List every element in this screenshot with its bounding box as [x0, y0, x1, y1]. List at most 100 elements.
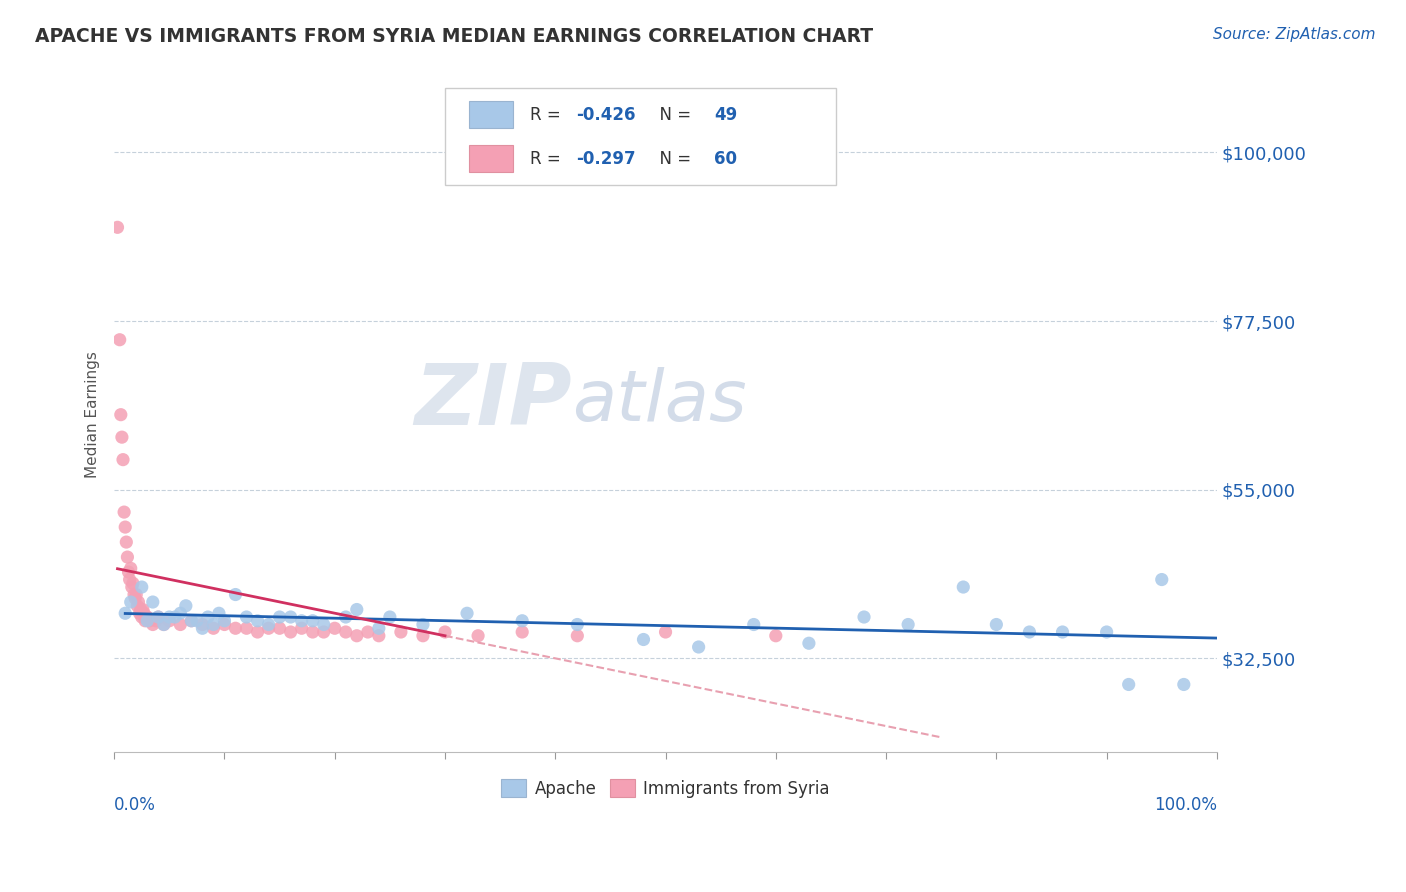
Point — [378, 610, 401, 624]
Text: atlas: atlas — [572, 367, 747, 435]
Point — [1052, 625, 1074, 640]
Point — [107, 220, 129, 235]
Point — [202, 617, 225, 632]
Point — [510, 625, 533, 640]
Point — [145, 614, 167, 628]
Point — [132, 602, 155, 616]
Point — [142, 617, 165, 632]
Point — [142, 595, 165, 609]
Point — [335, 610, 357, 624]
Point — [114, 607, 136, 621]
Point — [412, 629, 434, 643]
Point — [128, 607, 150, 621]
Point — [456, 607, 478, 621]
Text: R =: R = — [530, 150, 565, 168]
Point — [136, 614, 159, 628]
Point — [108, 333, 131, 347]
Text: APACHE VS IMMIGRANTS FROM SYRIA MEDIAN EARNINGS CORRELATION CHART: APACHE VS IMMIGRANTS FROM SYRIA MEDIAN E… — [35, 27, 873, 45]
Point — [257, 617, 280, 632]
Point — [688, 640, 710, 654]
Point — [412, 617, 434, 632]
Point — [1173, 677, 1195, 691]
Point — [202, 621, 225, 635]
Point — [186, 614, 208, 628]
Text: N =: N = — [650, 150, 696, 168]
Point — [654, 625, 676, 640]
Point — [367, 629, 389, 643]
Text: R =: R = — [530, 106, 565, 124]
FancyBboxPatch shape — [446, 87, 837, 186]
Point — [269, 610, 291, 624]
FancyBboxPatch shape — [470, 101, 513, 128]
Point — [191, 617, 214, 632]
Point — [148, 610, 170, 624]
Point — [120, 561, 142, 575]
Point — [127, 599, 149, 613]
Point — [897, 617, 920, 632]
Point — [246, 625, 269, 640]
Point — [246, 614, 269, 628]
Point — [120, 595, 142, 609]
Point — [367, 621, 389, 635]
Point — [111, 452, 134, 467]
Text: Source: ZipAtlas.com: Source: ZipAtlas.com — [1212, 27, 1375, 42]
Point — [132, 607, 155, 621]
Point — [127, 595, 149, 609]
Point — [346, 629, 368, 643]
Point — [163, 610, 186, 624]
Point — [467, 629, 489, 643]
Point — [335, 625, 357, 640]
Point — [291, 621, 314, 635]
Y-axis label: Median Earnings: Median Earnings — [86, 351, 100, 478]
Point — [197, 610, 219, 624]
Point — [111, 430, 134, 444]
Point — [117, 550, 139, 565]
Point — [157, 614, 180, 628]
Point — [134, 614, 156, 628]
Point — [129, 602, 152, 616]
Point — [125, 588, 148, 602]
Text: 100.0%: 100.0% — [1154, 796, 1218, 814]
Point — [357, 625, 380, 640]
Text: -0.297: -0.297 — [576, 150, 636, 168]
Point — [765, 629, 787, 643]
Point — [1018, 625, 1040, 640]
Point — [323, 621, 346, 635]
Text: ZIP: ZIP — [415, 359, 572, 442]
Point — [280, 625, 302, 640]
Point — [138, 614, 160, 628]
Point — [121, 580, 143, 594]
Point — [136, 610, 159, 624]
Point — [214, 614, 236, 628]
Point — [312, 625, 335, 640]
Point — [567, 629, 589, 643]
Legend: Apache, Immigrants from Syria: Apache, Immigrants from Syria — [495, 772, 837, 805]
Point — [301, 614, 323, 628]
Point — [118, 573, 141, 587]
Point — [169, 617, 191, 632]
Text: N =: N = — [650, 106, 696, 124]
Point — [235, 621, 257, 635]
Point — [291, 614, 314, 628]
Point — [224, 588, 246, 602]
Point — [389, 625, 412, 640]
Point — [122, 576, 145, 591]
Point — [986, 617, 1008, 632]
Point — [124, 591, 146, 606]
Point — [135, 610, 157, 624]
Point — [131, 610, 153, 624]
Point — [114, 520, 136, 534]
Point — [301, 625, 323, 640]
Point — [269, 621, 291, 635]
Point — [169, 607, 191, 621]
Point — [224, 621, 246, 635]
Point — [153, 617, 176, 632]
Point — [346, 602, 368, 616]
Point — [952, 580, 974, 594]
Point — [853, 610, 876, 624]
Point — [797, 636, 820, 650]
Point — [174, 599, 197, 613]
Point — [1095, 625, 1118, 640]
Text: -0.426: -0.426 — [576, 106, 636, 124]
Point — [434, 625, 457, 640]
